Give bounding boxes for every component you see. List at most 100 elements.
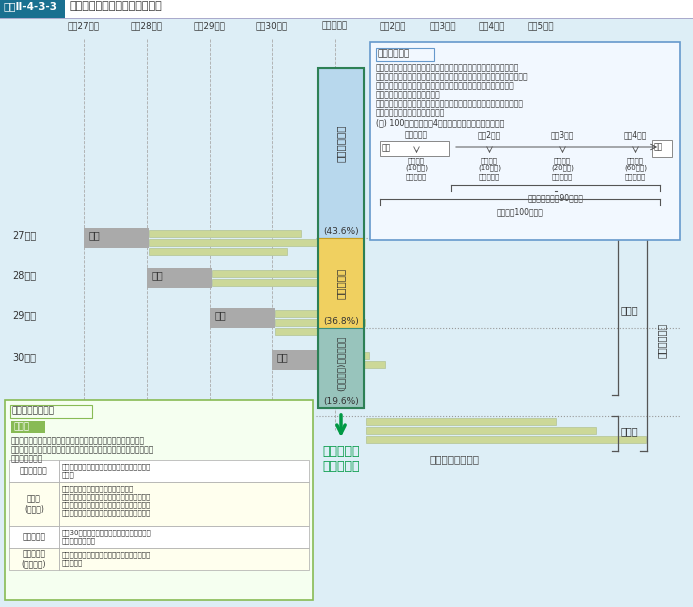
Text: 隊員の給与、退職金、営内での食事などにかか: 隊員の給与、退職金、営内での食事などにかか <box>62 463 151 470</box>
Text: (例) 100億円の装備を4年間に及ぶ契約で調達する場合: (例) 100億円の装備を4年間に及ぶ契約で調達する場合 <box>376 118 505 127</box>
Text: 平成28年度: 平成28年度 <box>131 21 163 30</box>
Bar <box>366 436 646 443</box>
Bar <box>376 48 434 61</box>
Text: さらに、物件費（事業費）は、歳出化経費と一般物件費（活動経費）: さらに、物件費（事業費）は、歳出化経費と一般物件費（活動経費） <box>11 445 155 454</box>
Bar <box>59 460 309 482</box>
Text: 後年度負担額（90億円）: 後年度負担額（90億円） <box>527 193 584 202</box>
Text: 30年度: 30年度 <box>12 352 36 362</box>
Bar <box>318 238 364 328</box>
Bar <box>9 460 59 482</box>
Bar <box>0 18 693 19</box>
Text: 29年度: 29年度 <box>12 310 36 320</box>
Bar <box>11 421 45 433</box>
Bar <box>5 400 313 600</box>
Text: 一部支払: 一部支払 <box>408 157 425 164</box>
Text: 平成27年度: 平成27年度 <box>68 21 100 30</box>
Text: (43.6%): (43.6%) <box>323 227 359 236</box>
Bar <box>366 427 596 434</box>
Text: 令和元年度の契約に基づき、令和元年度に支払: 令和元年度の契約に基づき、令和元年度に支払 <box>62 551 151 558</box>
Bar <box>210 308 275 328</box>
Text: (19.6%): (19.6%) <box>323 397 359 406</box>
Bar <box>652 140 672 157</box>
Bar <box>275 328 330 335</box>
Text: (20億円): (20億円) <box>551 164 574 171</box>
Bar <box>272 350 337 370</box>
Text: 契約額（100億円）: 契約額（100億円） <box>497 207 543 216</box>
Text: 納入: 納入 <box>654 142 663 151</box>
Bar <box>337 361 385 368</box>
Text: 図表Ⅱ-4-3-3: 図表Ⅱ-4-3-3 <box>3 1 57 11</box>
Text: 歳出額: 歳出額 <box>13 422 29 431</box>
Text: 歳出額と新視後年度負担の関係: 歳出額と新視後年度負担の関係 <box>70 1 163 11</box>
Text: 一部支払: 一部支払 <box>554 157 571 164</box>
Text: 合費、技術研究開発、基地周辺対策や在日米軍: 合費、技術研究開発、基地周辺対策や在日米軍 <box>62 501 151 507</box>
Text: 28年度: 28年度 <box>12 270 36 280</box>
Text: 残額支払: 残額支払 <box>627 157 644 164</box>
Text: 令和2年度: 令和2年度 <box>478 130 501 139</box>
Bar <box>0 0 693 18</box>
Bar <box>380 141 449 156</box>
Bar <box>149 239 324 246</box>
Bar <box>212 270 317 277</box>
Text: (60億円): (60億円) <box>624 164 647 171</box>
Text: 物件費
(事業費): 物件費 (事業費) <box>24 494 44 514</box>
Text: 一部支払: 一部支払 <box>481 157 498 164</box>
Text: 防衛力整備においては、装備品の調達や施設の整備などに複数年度: 防衛力整備においては、装備品の調達や施設の整備などに複数年度 <box>376 63 519 72</box>
Bar <box>9 526 59 548</box>
Text: 歳出化経費: 歳出化経費 <box>336 267 346 299</box>
Bar <box>147 268 212 288</box>
Text: 令和5年度: 令和5年度 <box>527 21 554 30</box>
Text: 令和元年度: 令和元年度 <box>405 130 428 139</box>
Text: 契約: 契約 <box>258 426 270 436</box>
Text: 平成29年度: 平成29年度 <box>194 21 226 30</box>
Bar <box>337 352 369 359</box>
Bar <box>212 279 342 286</box>
Text: 装備品の調達・修理・整備、油の購入: 装備品の調達・修理・整備、油の購入 <box>62 485 134 492</box>
Bar <box>149 230 301 237</box>
Text: 歳出化経費: 歳出化経費 <box>625 173 646 180</box>
Text: 新規分: 新規分 <box>621 427 639 436</box>
Text: 令和3年度: 令和3年度 <box>430 21 456 30</box>
Text: 歳出化経費: 歳出化経費 <box>479 173 500 180</box>
Bar <box>318 68 364 238</box>
Bar <box>275 319 365 326</box>
Text: するという手法をとっている。: するという手法をとっている。 <box>376 90 441 99</box>
Bar <box>9 548 59 570</box>
Text: 後年度負担額: 後年度負担額 <box>378 49 410 58</box>
Text: 令和4年度: 令和4年度 <box>479 21 505 30</box>
Text: 一般物件費
(活動経費): 一般物件費 (活動経費) <box>21 549 46 569</box>
Text: 歳出化経費: 歳出化経費 <box>22 532 46 541</box>
Text: に分けられる。: に分けられる。 <box>11 454 44 463</box>
Text: 後年度負担額とは、このような複数年度に及ぶ契約に基づき、契約の: 後年度負担額とは、このような複数年度に及ぶ契約に基づき、契約の <box>376 99 524 108</box>
Text: 駐留経費などの基地対策経費などにかかる経費: 駐留経費などの基地対策経費などにかかる経費 <box>62 509 151 515</box>
Bar <box>0 19 693 39</box>
Text: 令和元年度
防衛関係費: 令和元年度 防衛関係費 <box>322 445 360 473</box>
Text: 令和4年度: 令和4年度 <box>624 130 647 139</box>
Text: 平成30年度以前の契約に基づき、令和元年度: 平成30年度以前の契約に基づき、令和元年度 <box>62 529 152 535</box>
Text: (10億円): (10億円) <box>405 164 428 171</box>
Bar <box>318 68 364 408</box>
Bar <box>84 228 149 248</box>
Bar <box>275 310 340 317</box>
Text: 人件・糧食費: 人件・糧食費 <box>20 467 48 475</box>
Text: 27年度: 27年度 <box>12 230 36 240</box>
Text: を要するものが多い。このため、複数年度に及ぶ契約（原則５年以内）を: を要するものが多い。このため、複数年度に及ぶ契約（原則５年以内）を <box>376 72 529 81</box>
Bar <box>366 418 556 425</box>
Text: 防衛関係費の構造: 防衛関係費の構造 <box>12 406 55 415</box>
Bar <box>59 482 309 526</box>
Text: 契約: 契約 <box>152 270 164 280</box>
Bar <box>9 482 59 526</box>
Text: 契約: 契約 <box>277 352 289 362</box>
Text: 令和元年度: 令和元年度 <box>322 21 348 30</box>
Text: 令和3年度: 令和3年度 <box>551 130 574 139</box>
Text: 歳出化経費: 歳出化経費 <box>552 173 573 180</box>
Bar <box>370 42 680 240</box>
Text: 契約: 契約 <box>382 143 392 152</box>
Text: る経費: る経費 <box>62 471 75 478</box>
Text: に支払われる経費: に支払われる経費 <box>62 537 96 544</box>
Text: (36.8%): (36.8%) <box>323 317 359 326</box>
Text: 隊員の教育訓練、施設整備、光熱水料などの営: 隊員の教育訓練、施設整備、光熱水料などの営 <box>62 493 151 500</box>
Text: 翌年度以降に支払う金額をいう。: 翌年度以降に支払う金額をいう。 <box>376 108 446 117</box>
Bar <box>59 526 309 548</box>
Text: 人件・糧食費: 人件・糧食費 <box>336 124 346 161</box>
